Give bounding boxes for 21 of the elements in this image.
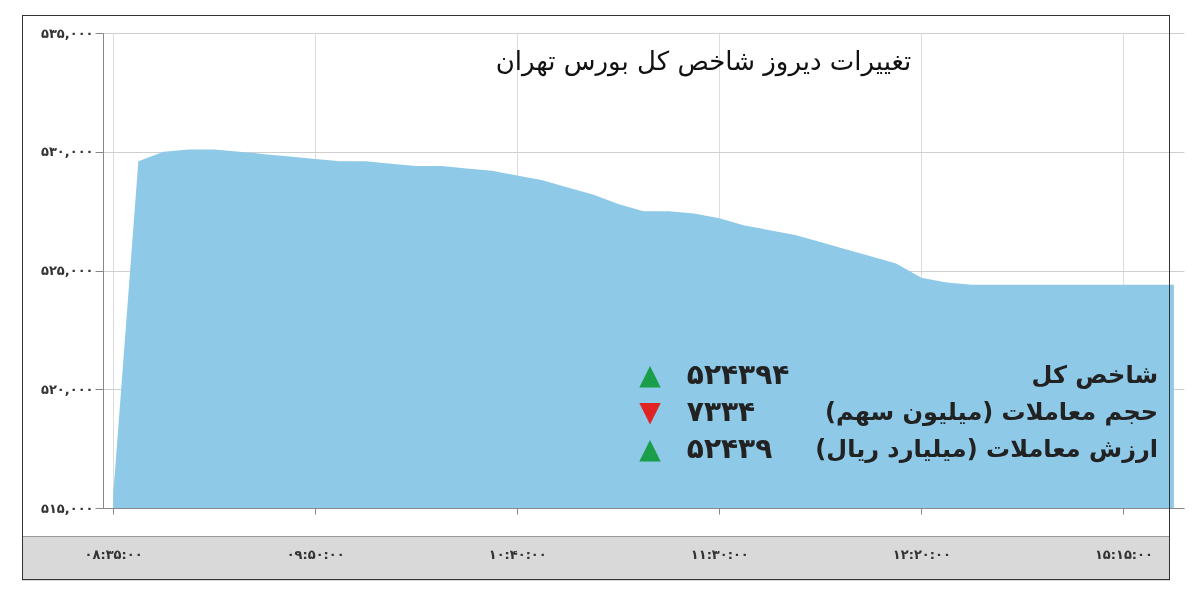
annotation: ▲	[639, 432, 661, 465]
y-tick-label: ۵۱۵,۰۰۰	[40, 500, 94, 516]
x-tick-label: ۱۲:۲۰:۰۰	[892, 546, 951, 562]
y-tick-label: ۵۲۰,۰۰۰	[40, 381, 94, 397]
x-tick-label: ۰۹:۵۰:۰۰	[286, 546, 345, 562]
x-tick-label: ۱۵:۱۵:۰۰	[1094, 546, 1153, 562]
annotation: ۷۳۳۴	[686, 395, 757, 428]
annotation: ▲	[639, 358, 661, 391]
y-tick-label: ۵۳۵,۰۰۰	[40, 25, 94, 41]
annotation: حجم معاملات (میلیون سهم)	[823, 397, 1158, 426]
x-tick-label: ۱۰:۴۰:۰۰	[488, 546, 547, 562]
y-tick-label: ۵۲۵,۰۰۰	[40, 263, 94, 278]
annotation: ارزش معاملات (میلیارد ریال)	[815, 434, 1158, 463]
annotation: ▼	[639, 395, 661, 428]
text: تغییرات دیروز شاخص کل بورس تهران	[495, 46, 912, 77]
annotation: ۵۲۴۳۹	[686, 432, 774, 465]
annotation: ۵۲۴۳۹۴	[686, 358, 790, 391]
x-tick-label: ۰۸:۳۵:۰۰	[84, 546, 143, 562]
x-tick-label: ۱۱:۳۰:۰۰	[690, 546, 749, 562]
annotation: شاخص کل	[1030, 360, 1158, 389]
y-tick-label: ۵۳۰,۰۰۰	[40, 144, 94, 160]
